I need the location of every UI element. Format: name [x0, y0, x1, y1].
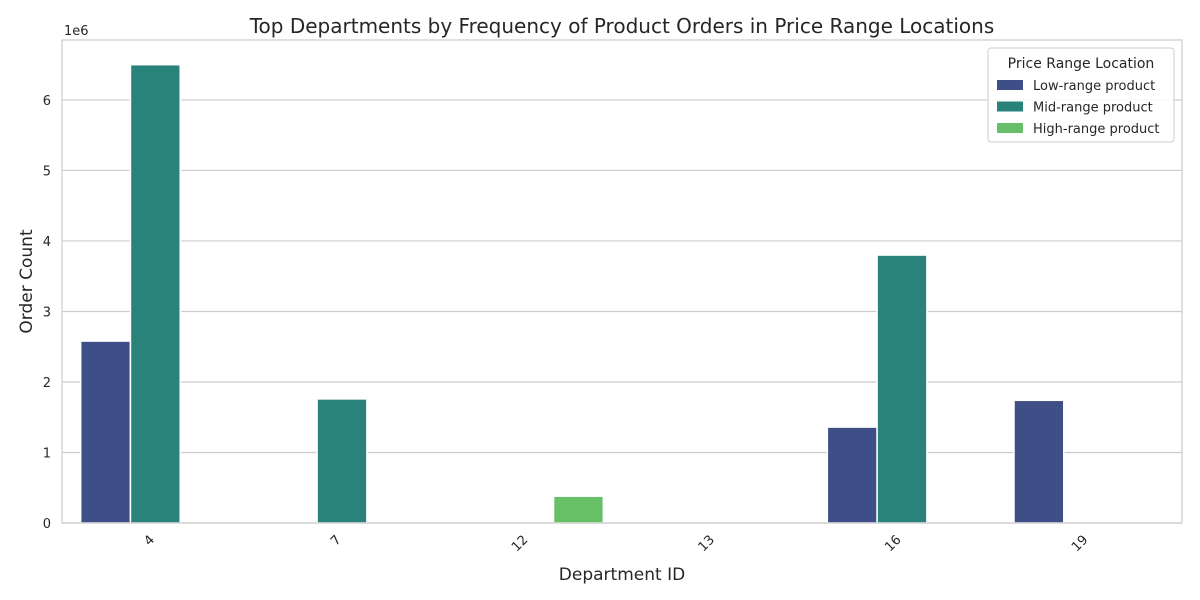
y-tick-label: 4: [43, 235, 51, 250]
bar: [1013, 399, 1065, 524]
legend: Price Range Location Low-range product Mi…: [987, 47, 1175, 143]
legend-items: Low-range product Mid-range product High-r…: [997, 79, 1160, 137]
bar: [316, 398, 368, 524]
legend-label: High-range product: [1033, 122, 1160, 137]
y-tick-label: 6: [43, 94, 51, 109]
bar: [876, 254, 928, 524]
bar: [552, 495, 605, 524]
bar: [826, 426, 878, 524]
y-axis-label: Order Count: [17, 229, 37, 334]
y-tick-label: 2: [43, 376, 51, 391]
plot-frame: [61, 39, 1183, 524]
legend-swatch: [997, 123, 1023, 133]
legend-swatch: [997, 101, 1023, 112]
y-tick-label: 0: [43, 517, 51, 532]
y-tick-label: 3: [43, 305, 51, 320]
y-tick-label: 1: [43, 446, 51, 461]
legend-box: [987, 47, 1175, 143]
legend-label: Low-range product: [1033, 79, 1155, 94]
x-axis-label: Department ID: [559, 565, 685, 585]
y-tick-label: 5: [43, 164, 51, 179]
bar: [79, 340, 132, 524]
y-axis-ticks: 0 1 2 3 4 5 6: [43, 94, 51, 532]
legend-title: Price Range Location: [1008, 56, 1155, 72]
bar: [129, 63, 181, 524]
y-scale-label: 1e6: [64, 24, 89, 39]
legend-swatch: [997, 80, 1023, 90]
chart-title: Top Departments by Frequency of Product …: [249, 14, 995, 38]
legend-label: Mid-range product: [1033, 101, 1153, 116]
